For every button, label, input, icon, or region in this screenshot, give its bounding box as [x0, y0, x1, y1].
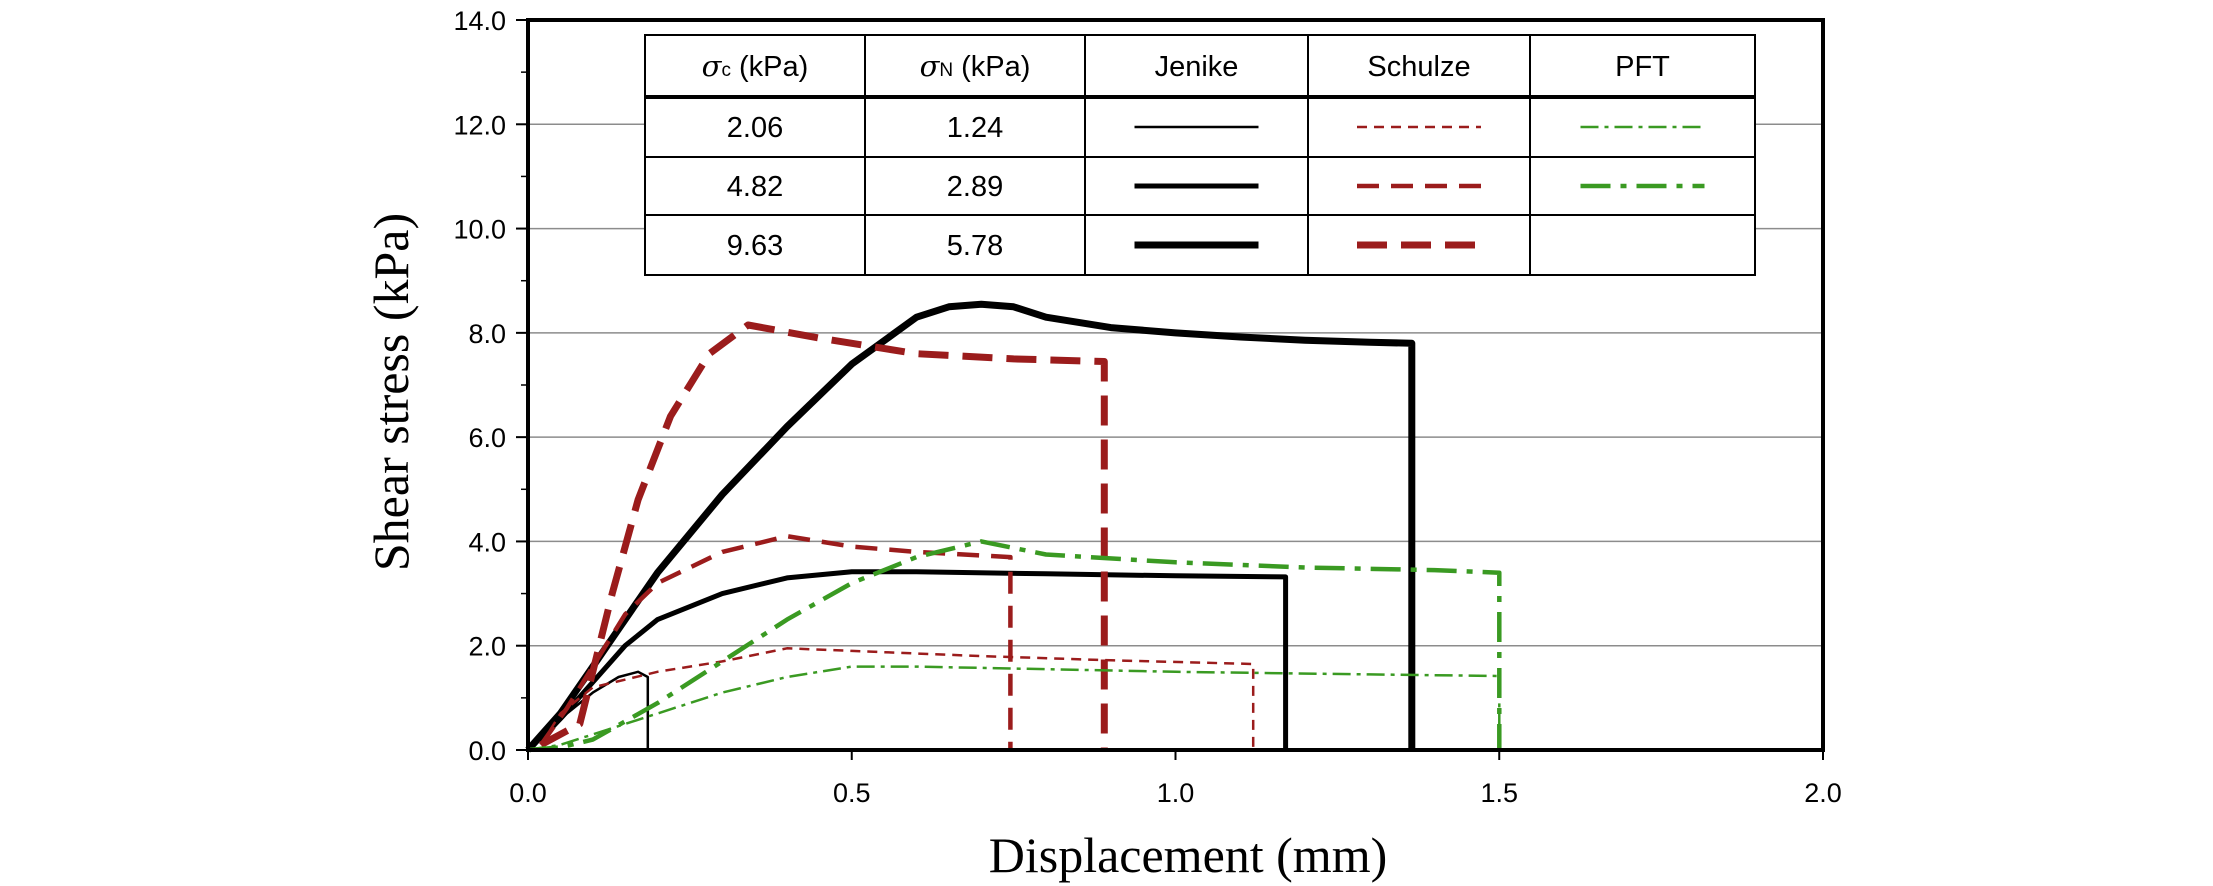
series-schulze-2.06: [539, 647, 1255, 750]
legend-sigma-n: 5.78: [947, 230, 1003, 262]
y-axis-title: Shear stress (kPa): [363, 213, 419, 571]
axis-ticks: 0.0 2.0 4.0 6.0 8.0 10.0 12.0 14.0 0.0 0.5 1.0 1.5 2…: [453, 6, 1841, 808]
legend-sigma-c: 9.63: [727, 230, 783, 262]
series-jenike-4.82: [526, 569, 1289, 752]
legend-header: Schulze: [1367, 51, 1470, 83]
y-tick-label: 12.0: [453, 110, 506, 140]
series-schulze-9.63: [539, 321, 1108, 750]
legend-header: Jenike: [1155, 51, 1239, 83]
legend-header: σN (kPa): [920, 49, 1031, 83]
legend-table-box: [644, 34, 1756, 276]
legend-header: σc (kPa): [702, 49, 809, 83]
y-tick-label: 8.0: [468, 319, 506, 349]
x-axis-title: Displacement (mm): [989, 827, 1388, 883]
y-tick-label: 0.0: [468, 736, 506, 766]
y-tick-label: 6.0: [468, 423, 506, 453]
legend-sigma-n: 1.24: [947, 112, 1003, 144]
x-tick-label: 1.0: [1157, 778, 1195, 808]
x-tick-label: 0.5: [833, 778, 871, 808]
legend-sigma-c: 2.06: [727, 112, 783, 144]
x-tick-label: 2.0: [1804, 778, 1842, 808]
series-lines: [525, 300, 1502, 753]
y-tick-label: 2.0: [468, 632, 506, 662]
legend-header: PFT: [1615, 51, 1670, 83]
x-tick-label: 0.0: [509, 778, 547, 808]
y-tick-label: 4.0: [468, 527, 506, 557]
legend-sigma-c: 4.82: [727, 171, 783, 203]
legend-sigma-n: 2.89: [947, 171, 1003, 203]
legend-table: σc (kPa) σN (kPa) Jenike Schulze PFT 2.06 1.24…: [644, 34, 1756, 276]
series-pft-4.82: [527, 539, 1502, 753]
y-tick-label: 10.0: [453, 215, 506, 245]
series-jenike-9.63: [525, 300, 1416, 753]
series-schulze-4.82: [539, 533, 1013, 750]
x-tick-label: 1.5: [1480, 778, 1518, 808]
series-pft-2.06: [527, 665, 1501, 752]
y-tick-label: 14.0: [453, 6, 506, 36]
